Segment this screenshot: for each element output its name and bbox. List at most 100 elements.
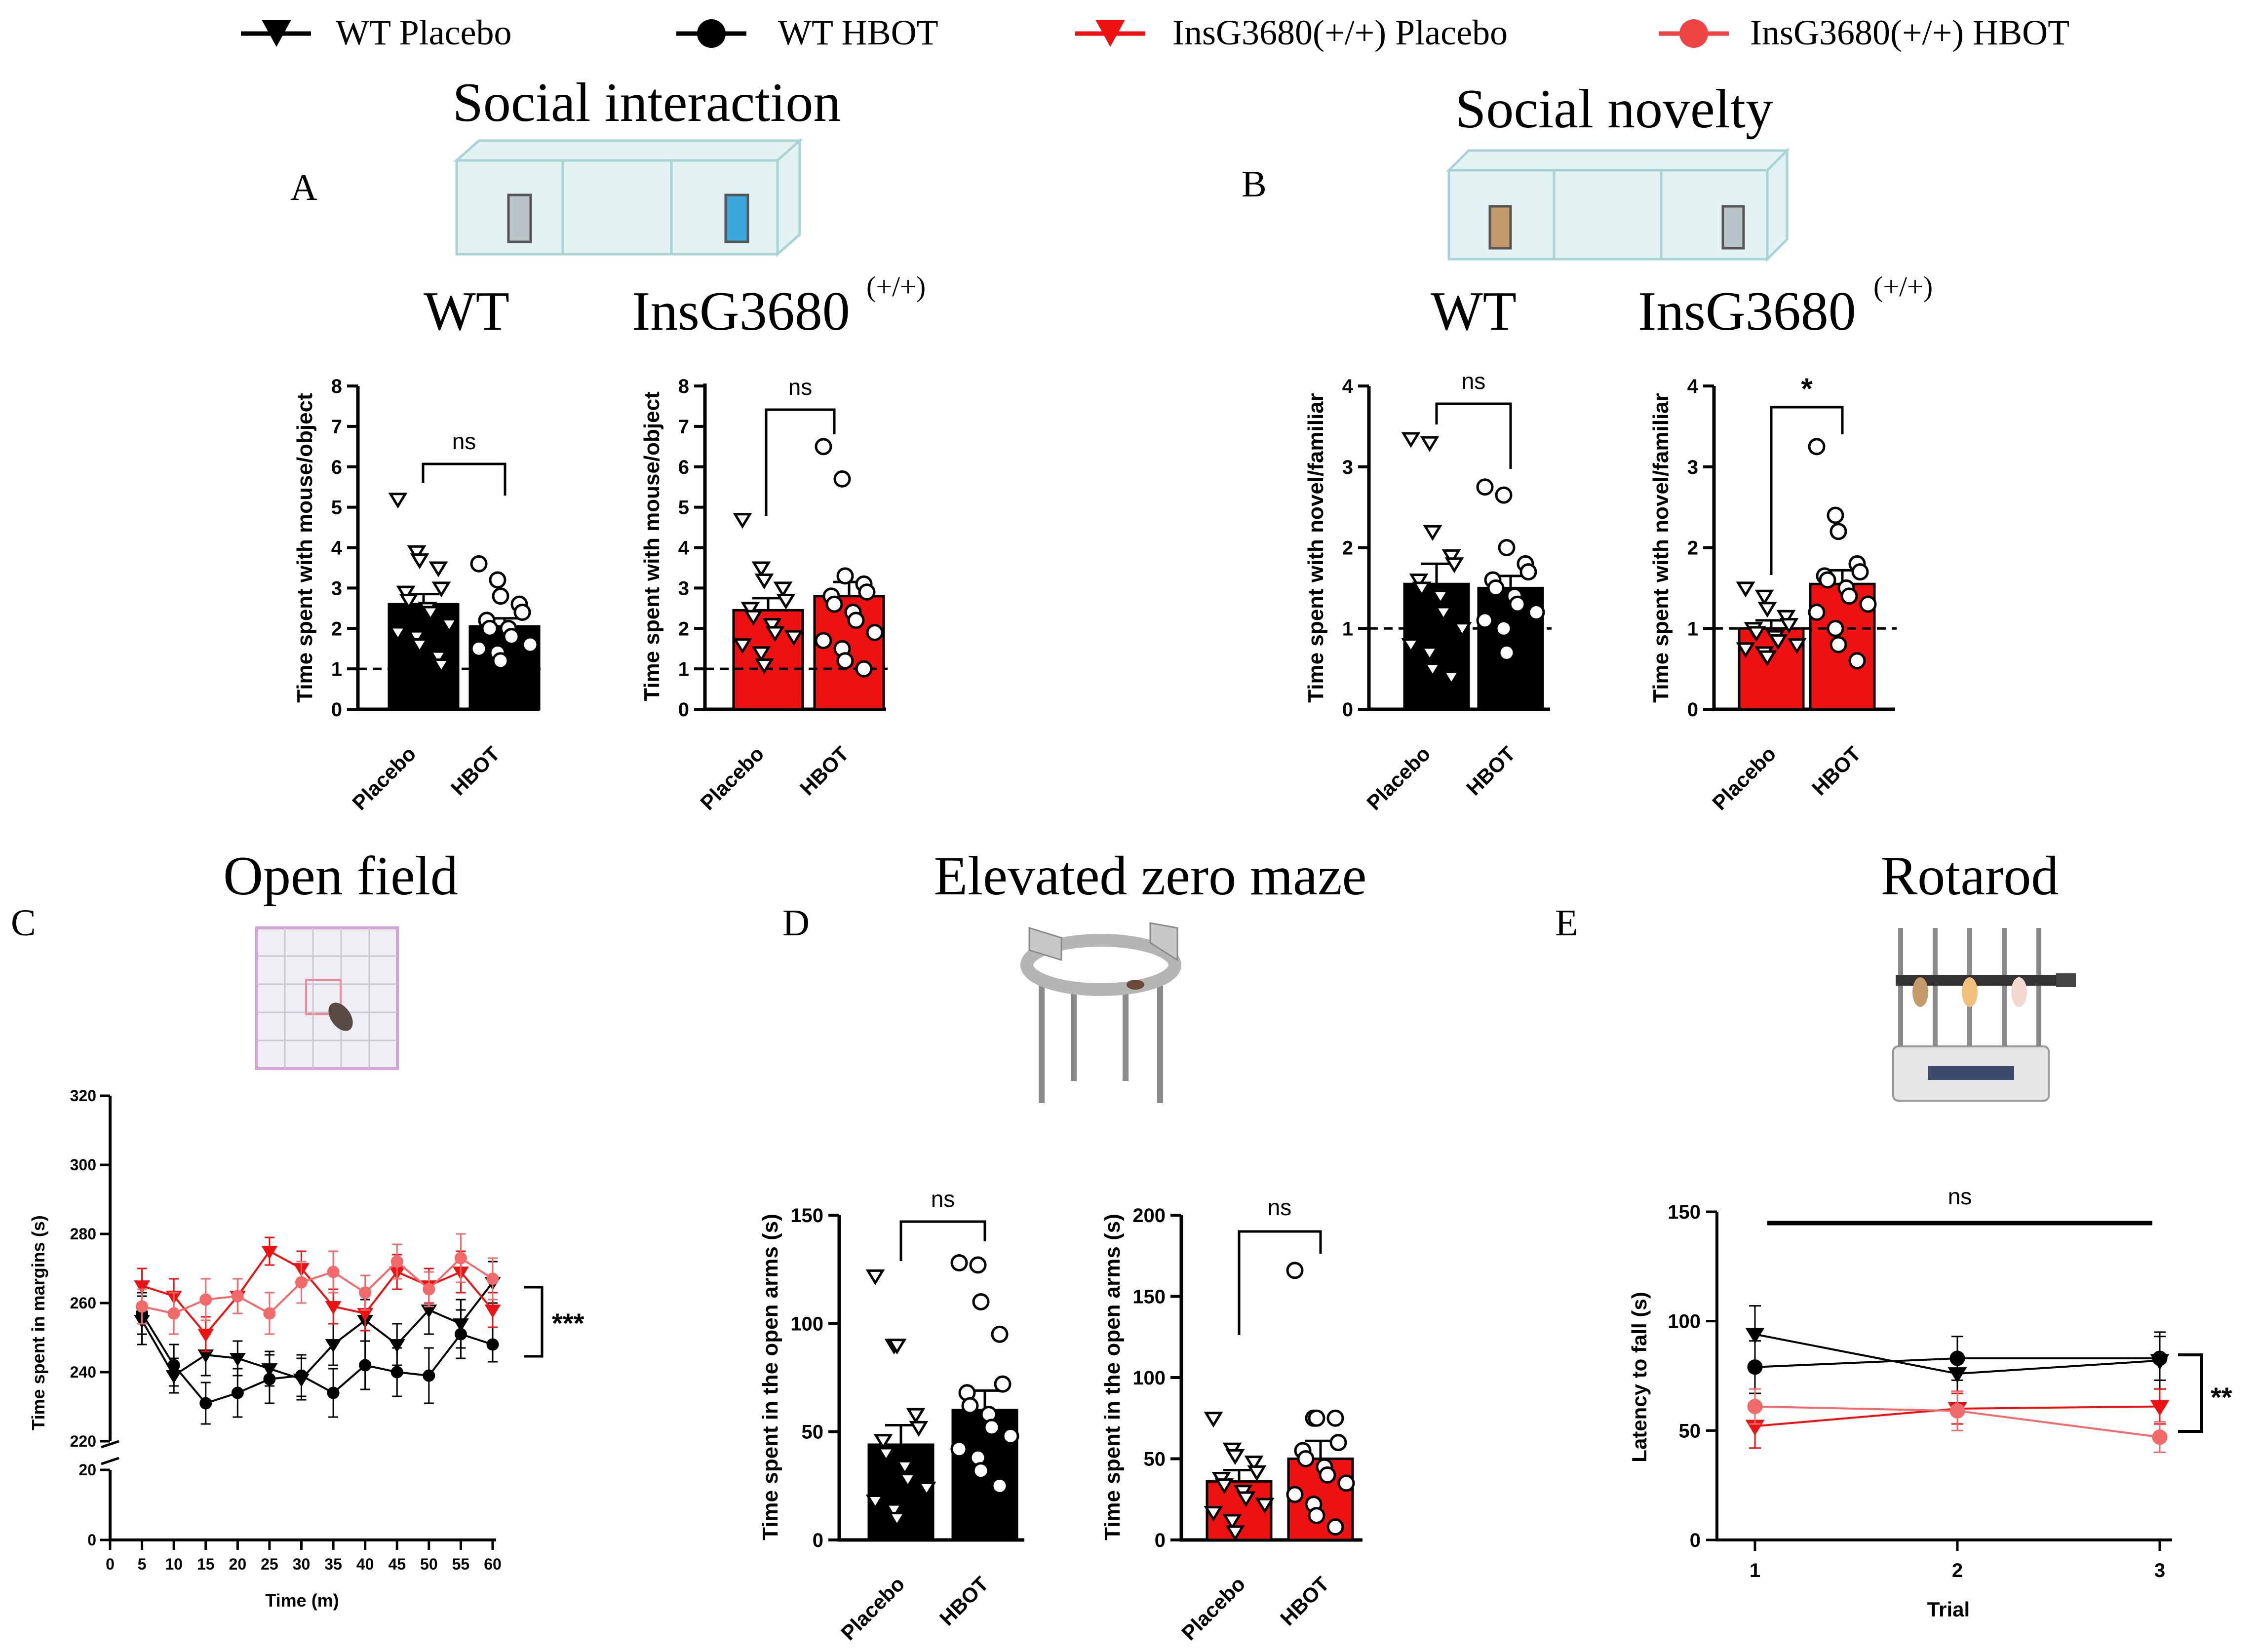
subtitle-b-ins-text: InsG3680 xyxy=(1638,281,1856,342)
y-tick-label: 1 xyxy=(1687,618,1698,640)
circle-icon xyxy=(1679,19,1708,48)
data-point-circle xyxy=(1848,652,1866,670)
x-tick-label: 45 xyxy=(388,1555,406,1573)
data-point-circle xyxy=(815,438,832,456)
data-point-triangle xyxy=(1423,525,1442,541)
data-point-circle xyxy=(833,470,851,488)
data-point-circle xyxy=(858,583,876,601)
y-tick-label: 2 xyxy=(331,618,342,640)
data-point-circle xyxy=(836,567,854,585)
x-tick-label: HBOT xyxy=(1807,742,1866,800)
significance-label: ns xyxy=(931,1186,955,1212)
y-tick-label: 150 xyxy=(790,1205,823,1227)
circle-icon xyxy=(697,19,726,48)
y-tick-label: 100 xyxy=(790,1313,823,1335)
y-tick-label: 1 xyxy=(331,658,342,680)
data-point-circle xyxy=(521,636,539,653)
data-point-circle xyxy=(825,595,843,613)
y-tick-label: 6 xyxy=(678,457,689,478)
y-tick-label: 1 xyxy=(1342,618,1353,640)
data-point-circle xyxy=(1498,539,1516,556)
x-tick-label: HBOT xyxy=(1276,1572,1334,1630)
data-point-triangle xyxy=(325,1339,342,1353)
x-tick-label: 35 xyxy=(324,1555,342,1573)
data-point-circle xyxy=(991,1477,1009,1495)
significance-label: ns xyxy=(788,374,813,400)
data-point-triangle xyxy=(197,1349,214,1363)
section-title-rotarod: Rotarod xyxy=(1881,845,2059,907)
data-point-triangle xyxy=(2150,1400,2170,1416)
y-tick-label: 0 xyxy=(1155,1530,1166,1551)
bar-chart-b-ins: Time spent with novel/familiar 0 1 2 3 4 Pla… xyxy=(1649,372,1897,814)
data-point-triangle xyxy=(1247,1465,1267,1481)
data-point-triangle xyxy=(1225,1525,1245,1541)
data-point-circle xyxy=(1476,612,1494,629)
legend-label: InsG3680(+/+) Placebo xyxy=(1172,13,1508,52)
y-tick-label: 4 xyxy=(1342,376,1354,397)
data-point-triangle xyxy=(428,561,448,577)
panel-letter-a: A xyxy=(290,167,317,208)
significance-bracket xyxy=(524,1286,544,1358)
data-point-triangle xyxy=(1745,1328,1765,1344)
x-tick-label: 50 xyxy=(420,1555,438,1573)
data-point-triangle xyxy=(1736,581,1755,598)
data-point-triangle xyxy=(1244,1456,1264,1472)
data-point-circle xyxy=(470,640,488,657)
y-tick-label: 280 xyxy=(70,1225,96,1243)
data-point-triangle xyxy=(762,618,782,634)
x-tick-label: Placebo xyxy=(836,1572,909,1645)
data-point-triangle xyxy=(887,1339,907,1355)
data-point-triangle xyxy=(484,1305,501,1318)
y-tick-label: 0 xyxy=(331,699,342,721)
significance-bracket xyxy=(1770,406,1844,575)
significance-bracket xyxy=(2178,1353,2203,1433)
data-point-circle xyxy=(423,1369,435,1382)
data-point-circle xyxy=(390,1366,403,1379)
data-point-circle xyxy=(1808,604,1826,621)
y-tick-label: 0 xyxy=(87,1531,96,1549)
data-point-triangle xyxy=(1754,589,1774,606)
section-title-open-field: Open field xyxy=(223,845,458,907)
data-point-circle xyxy=(991,1325,1009,1343)
x-tick-label: 55 xyxy=(452,1555,470,1573)
elevated-zero-maze-illustration xyxy=(1020,922,1181,1103)
data-point-triangle xyxy=(865,1495,885,1511)
data-point-triangle xyxy=(1787,638,1807,654)
data-point-triangle xyxy=(1409,574,1429,590)
data-point-triangle xyxy=(876,1447,896,1463)
data-point-circle xyxy=(231,1386,244,1399)
data-point-triangle xyxy=(751,561,771,577)
data-point-triangle xyxy=(776,593,796,610)
data-point-triangle xyxy=(1401,432,1421,448)
data-point-triangle xyxy=(197,1329,214,1343)
y-tick-label: 3 xyxy=(1342,457,1353,478)
data-point-triangle xyxy=(1225,1449,1245,1465)
data-point-circle xyxy=(1476,478,1494,496)
data-point-circle xyxy=(1002,1427,1019,1445)
x-tick-label: 10 xyxy=(165,1555,183,1573)
y-tick-label: 150 xyxy=(1668,1201,1701,1223)
y-tick-label: 4 xyxy=(1687,376,1699,397)
data-point-triangle xyxy=(1452,622,1472,638)
data-point-circle xyxy=(1498,644,1516,661)
series-line xyxy=(141,1250,494,1336)
y-tick-label: 50 xyxy=(1144,1449,1166,1470)
data-point-triangle xyxy=(754,574,774,590)
data-point-circle xyxy=(950,1254,968,1272)
data-point-triangle xyxy=(733,513,752,529)
data-point-circle xyxy=(295,1276,308,1289)
x-tick-label: Placebo xyxy=(1362,742,1435,814)
data-point-circle xyxy=(983,1419,1001,1436)
y-tick-label: 8 xyxy=(331,376,342,397)
line-chart-open-field: Time spent in margins (s) Time (m) 220 24… xyxy=(28,1087,584,1611)
y-axis-label: Time spent with novel/familiar xyxy=(1649,393,1673,703)
x-tick-label: Placebo xyxy=(696,742,768,814)
data-point-triangle xyxy=(1736,642,1755,658)
y-tick-label: 20 xyxy=(78,1461,96,1479)
y-axis-label: Time spent with mouse/object xyxy=(640,391,664,701)
significance-label: * xyxy=(1801,372,1813,405)
data-point-circle xyxy=(1830,636,1847,653)
subtitle-a-ins: InsG3680 (+/+) xyxy=(632,270,926,342)
open-field-arena-illustration xyxy=(255,926,399,1070)
